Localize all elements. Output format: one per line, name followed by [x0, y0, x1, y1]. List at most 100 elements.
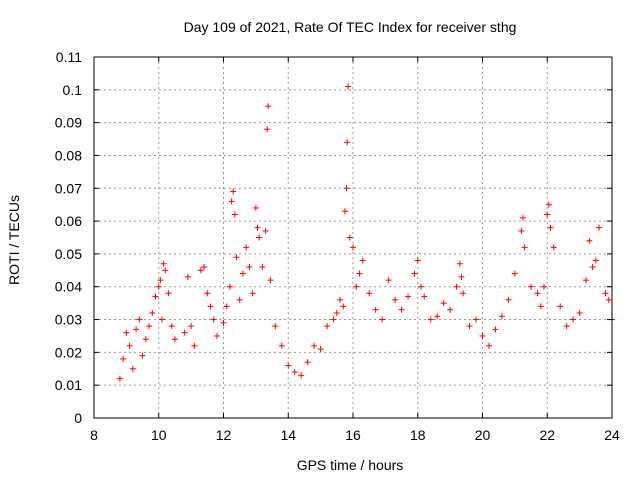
- grid: [94, 57, 612, 418]
- data-point: [285, 362, 292, 369]
- data-point: [596, 224, 603, 231]
- data-point: [528, 283, 535, 290]
- data-point: [155, 283, 162, 290]
- data-point: [259, 264, 266, 271]
- data-point: [220, 319, 227, 326]
- data-point: [537, 303, 544, 310]
- x-tick-label: 18: [410, 427, 426, 443]
- data-point: [344, 139, 351, 146]
- x-tick-label: 24: [604, 427, 620, 443]
- data-point: [586, 237, 593, 244]
- data-point: [256, 234, 263, 241]
- data-point: [492, 326, 499, 333]
- y-tick-label: 0.07: [55, 180, 82, 196]
- data-point: [126, 342, 133, 349]
- data-point: [298, 372, 305, 379]
- data-point: [214, 332, 221, 339]
- data-point: [557, 303, 564, 310]
- data-point: [479, 332, 486, 339]
- y-tick-label: 0.09: [55, 115, 82, 131]
- data-point: [171, 336, 178, 343]
- data-point: [191, 342, 198, 349]
- data-point: [228, 198, 235, 205]
- data-point: [534, 290, 541, 297]
- data-point: [519, 214, 526, 221]
- data-point: [223, 303, 230, 310]
- x-tick-label: 12: [216, 427, 232, 443]
- data-point: [392, 296, 399, 303]
- data-point: [602, 290, 609, 297]
- data-point: [158, 316, 165, 323]
- data-point: [372, 306, 379, 313]
- data-point: [160, 260, 167, 267]
- data-point: [278, 342, 285, 349]
- data-point: [262, 227, 269, 234]
- data-point: [146, 323, 153, 330]
- data-point: [123, 329, 130, 336]
- data-point: [456, 260, 463, 267]
- data-point: [346, 234, 353, 241]
- x-tick-label: 20: [475, 427, 491, 443]
- data-point: [398, 306, 405, 313]
- data-point: [576, 309, 583, 316]
- data-point: [162, 267, 169, 274]
- data-point: [414, 257, 421, 264]
- data-point: [246, 264, 253, 271]
- data-point: [139, 352, 146, 359]
- data-point: [440, 300, 447, 307]
- x-axis-label: GPS time / hours: [297, 457, 404, 473]
- data-point: [545, 201, 552, 208]
- data-point: [207, 303, 214, 310]
- data-point: [311, 342, 318, 349]
- data-point: [226, 283, 233, 290]
- data-point: [188, 323, 195, 330]
- data-point: [142, 336, 149, 343]
- y-tick-label: 0.06: [55, 213, 82, 229]
- axes-ticks: 8 10 12 14 16 18 20 22 24 0 0.01 0.02 0.03 0.04 0.05 0.…: [55, 49, 620, 443]
- data-point: [231, 211, 238, 218]
- data-point: [157, 277, 164, 284]
- y-axis-label: ROTI / TECUs: [6, 195, 22, 285]
- data-point: [149, 309, 156, 316]
- data-point: [265, 103, 272, 110]
- data-point: [592, 257, 599, 264]
- y-tick-label: 0.1: [63, 82, 83, 98]
- data-point: [324, 323, 331, 330]
- data-point: [330, 316, 337, 323]
- data-point: [544, 211, 551, 218]
- x-tick-label: 8: [90, 427, 98, 443]
- data-point: [511, 270, 518, 277]
- data-point: [521, 244, 528, 251]
- data-point: [210, 316, 217, 323]
- data-point: [168, 323, 175, 330]
- data-point: [485, 342, 492, 349]
- data-point: [411, 270, 418, 277]
- data-point: [291, 369, 298, 376]
- data-point: [563, 323, 570, 330]
- data-point: [385, 277, 392, 284]
- data-point: [239, 270, 246, 277]
- data-point: [201, 264, 208, 271]
- data-point: [605, 296, 612, 303]
- data-point: [184, 273, 191, 280]
- data-point: [236, 296, 243, 303]
- data-point: [447, 306, 454, 313]
- data-point: [453, 283, 460, 290]
- data-point: [350, 244, 356, 251]
- data-point: [345, 83, 352, 90]
- data-point: [359, 257, 366, 264]
- data-point: [337, 296, 344, 303]
- y-tick-label: 0.03: [55, 312, 82, 328]
- data-point: [356, 270, 363, 277]
- data-point: [340, 303, 347, 310]
- data-point: [252, 204, 259, 211]
- y-tick-label: 0.05: [55, 246, 82, 262]
- y-tick-label: 0.04: [55, 279, 82, 295]
- y-tick-label: 0.02: [55, 344, 82, 360]
- data-point: [254, 224, 261, 231]
- data-point: [541, 283, 548, 290]
- data-point: [366, 290, 373, 297]
- data-point: [405, 293, 412, 300]
- data-point: [343, 185, 350, 192]
